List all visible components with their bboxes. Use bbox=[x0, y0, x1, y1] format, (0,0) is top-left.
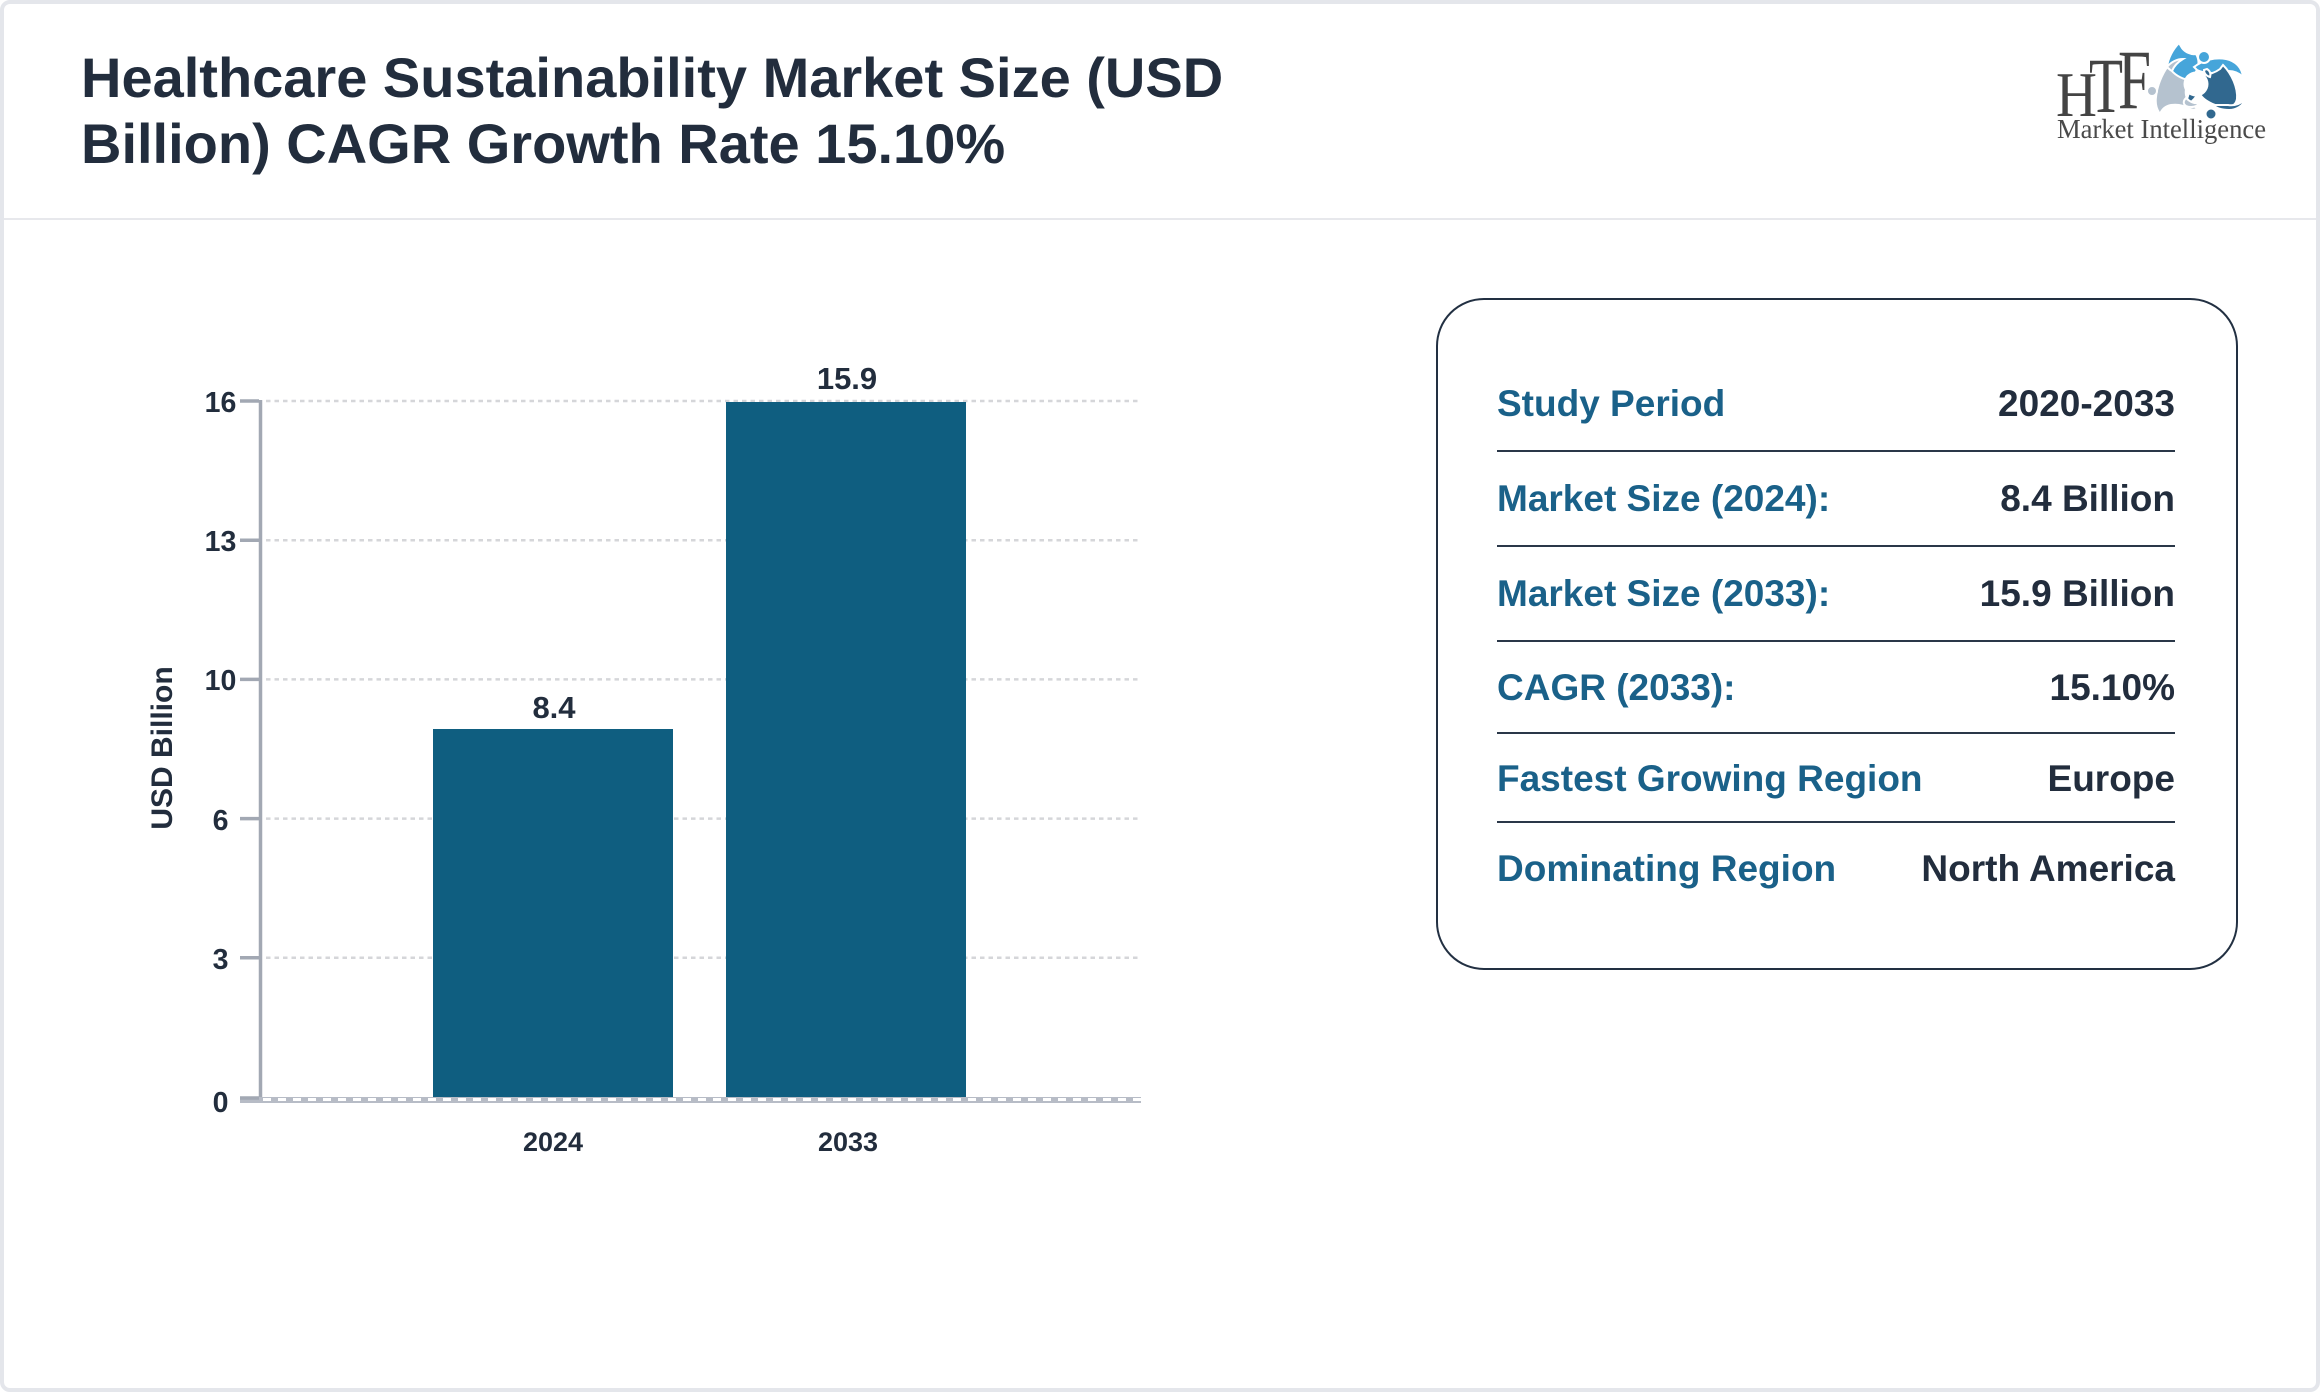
svg-text:6: 6 bbox=[213, 805, 229, 837]
svg-text:15.9: 15.9 bbox=[817, 361, 877, 396]
svg-text:T: T bbox=[2089, 42, 2123, 129]
svg-text:8.4: 8.4 bbox=[532, 690, 576, 725]
svg-text:Market Intelligence: Market Intelligence bbox=[2057, 114, 2266, 144]
svg-text:10: 10 bbox=[205, 665, 237, 697]
svg-text:F: F bbox=[2118, 33, 2151, 127]
svg-text:USD Billion: USD Billion bbox=[146, 666, 179, 829]
svg-text:2033: 2033 bbox=[818, 1127, 878, 1157]
svg-text:0: 0 bbox=[213, 1087, 229, 1119]
svg-text:2024: 2024 bbox=[523, 1127, 583, 1157]
svg-text:3: 3 bbox=[213, 944, 229, 976]
svg-text:16: 16 bbox=[205, 387, 237, 419]
svg-text:13: 13 bbox=[205, 526, 237, 558]
svg-text:H: H bbox=[2056, 60, 2097, 130]
